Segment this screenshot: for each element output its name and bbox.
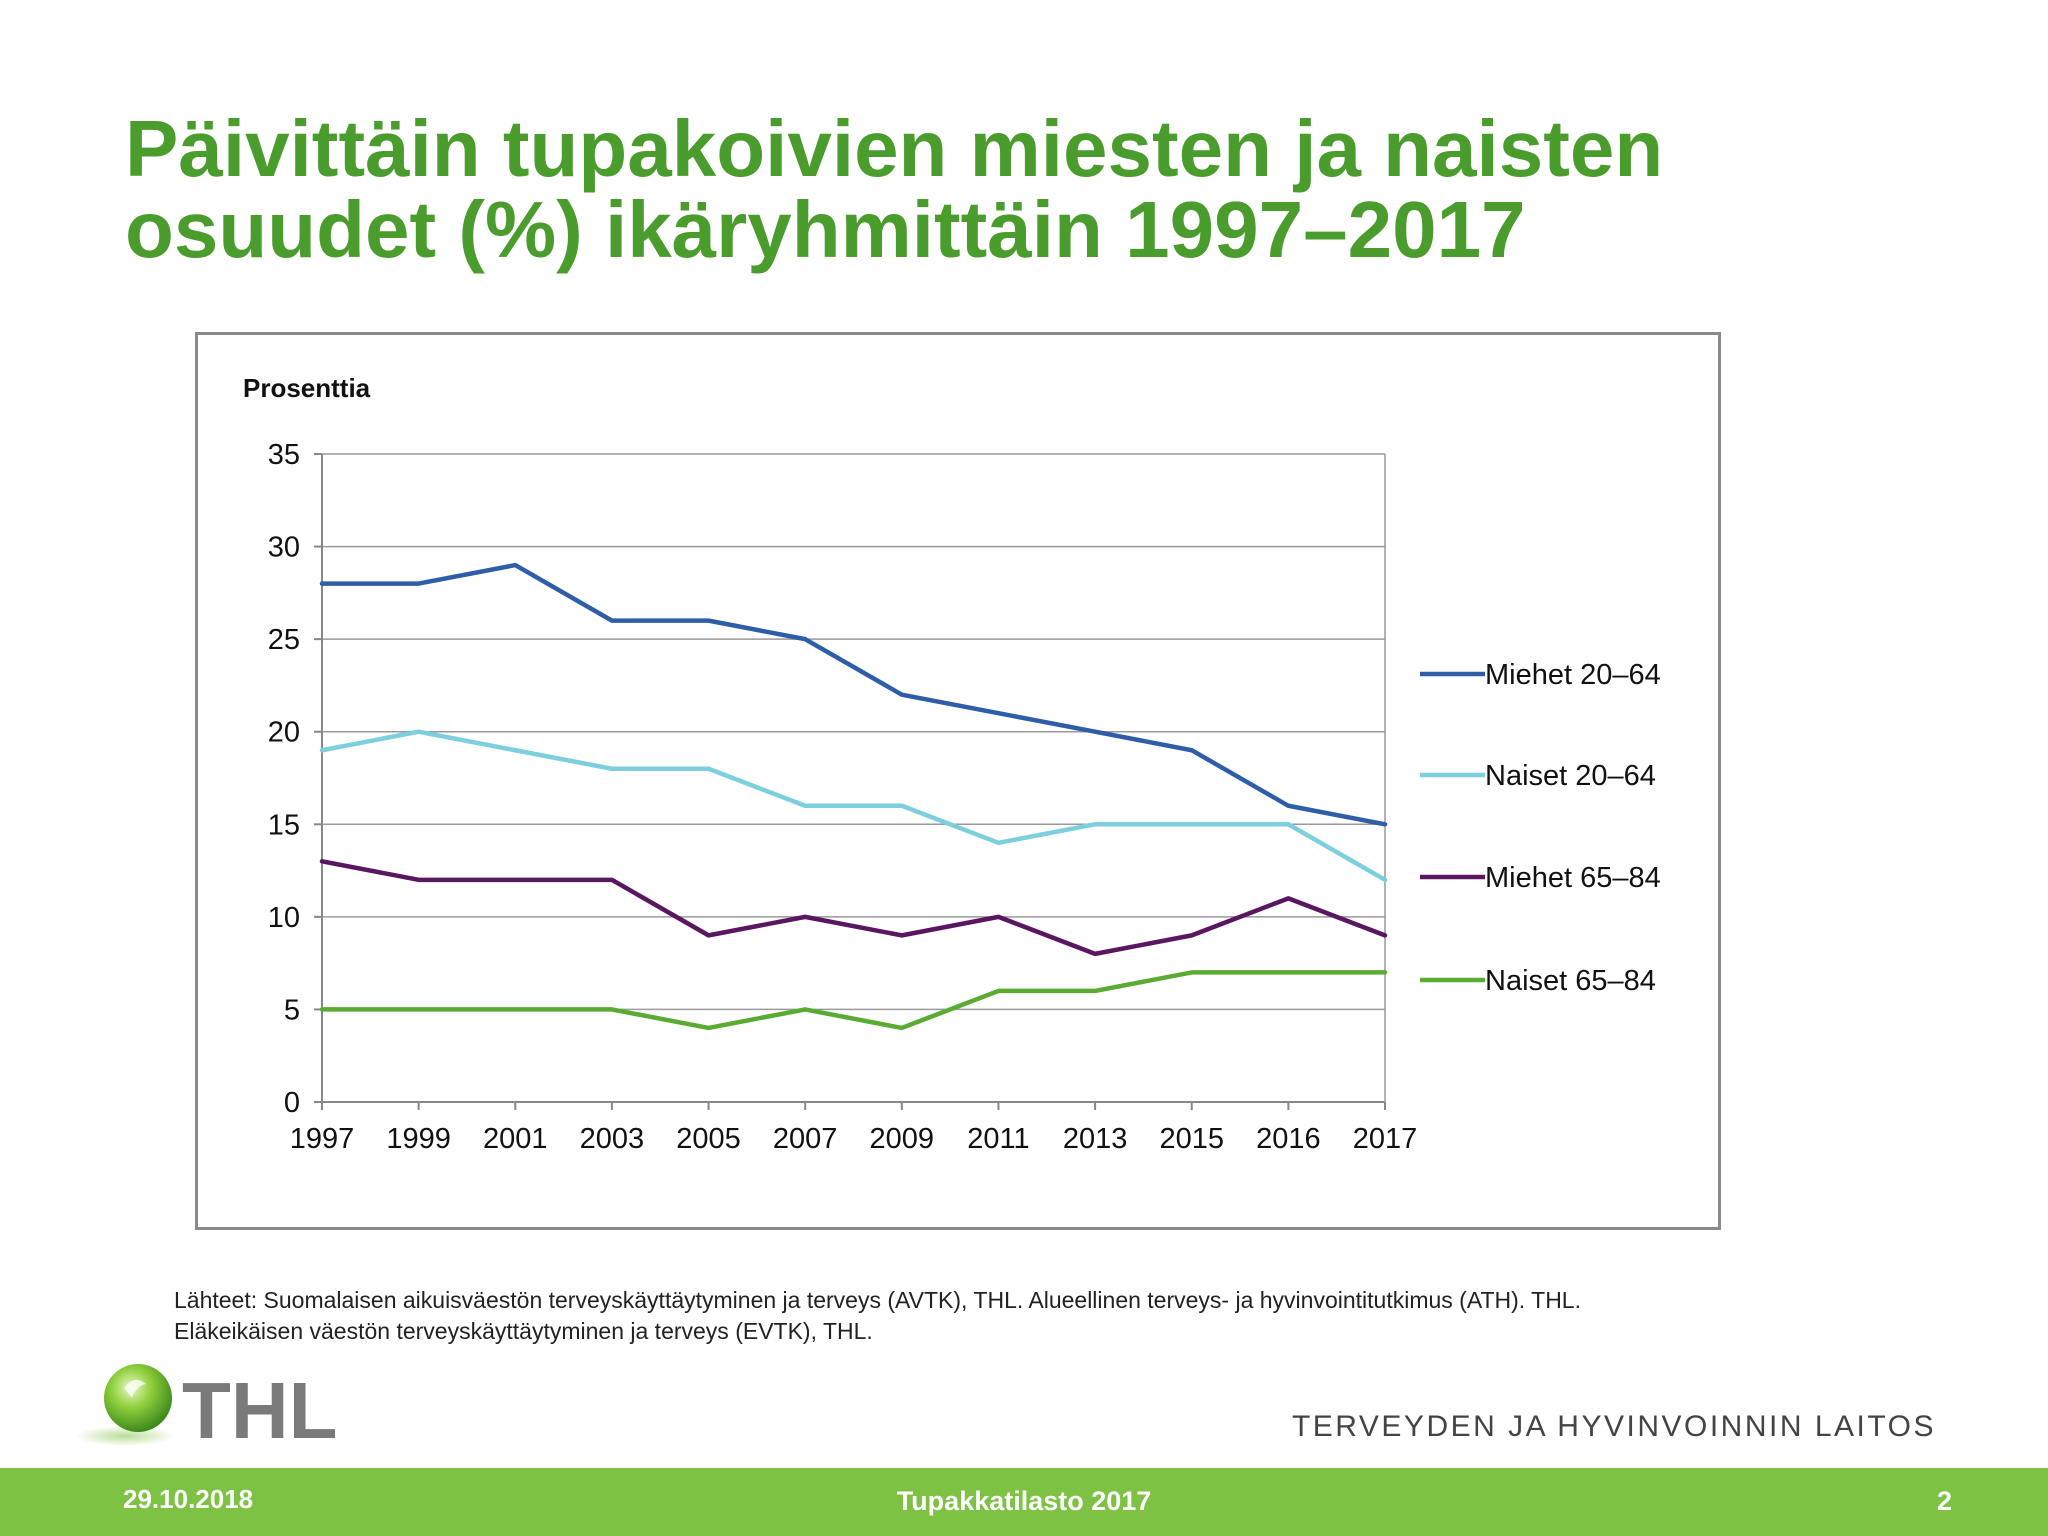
sources-line-1: Lähteet: Suomalaisen aikuisväestön terve… — [174, 1287, 1581, 1313]
slide-title: Päivittäin tupakoivien miesten ja naiste… — [125, 108, 1925, 270]
x-tick-label: 1997 — [290, 1123, 355, 1155]
series-line-2 — [319, 729, 1388, 883]
y-tick-label: 5 — [284, 994, 300, 1026]
logo-orb — [104, 1364, 172, 1432]
org-name: TERVEYDEN JA HYVINVOINNIN LAITOS — [1291, 1410, 1936, 1443]
x-tick-label: 2016 — [1256, 1123, 1321, 1155]
title-line-2: osuudet (%) ikäryhmittäin 1997–2017 — [125, 185, 1526, 274]
y-tick-label: 20 — [268, 717, 300, 749]
x-tick-label: 2013 — [1063, 1123, 1128, 1155]
line-chart: Prosenttia 0 5 10 15 20 25 30 35 1997 1999 2001 2003… — [243, 373, 1661, 1155]
chart-frame — [195, 332, 1721, 1230]
y-tick-label: 30 — [268, 532, 300, 564]
series-line-1 — [319, 562, 1388, 827]
thl-logo: THL — [75, 1364, 338, 1448]
x-tick-label: 2015 — [1159, 1123, 1224, 1155]
legend-label-4: Naiset 65–84 — [1485, 965, 1656, 997]
page-number: 2 — [1936, 1486, 1952, 1516]
y-tick-label: 10 — [268, 902, 300, 934]
y-tick-label: 25 — [268, 624, 300, 656]
series-line-4 — [319, 970, 1388, 1031]
series-line-3 — [319, 859, 1388, 957]
sources-line-2: Eläkeikäisen väestön terveyskäyttäytymin… — [174, 1318, 873, 1344]
x-tick-label: 2011 — [967, 1123, 1029, 1155]
legend-label-1: Miehet 20–64 — [1485, 659, 1661, 691]
x-tick-label: 2007 — [773, 1123, 838, 1155]
y-tick-label: 35 — [268, 439, 300, 471]
x-tick-label: 2005 — [676, 1123, 741, 1155]
x-tick-label: 2003 — [580, 1123, 645, 1155]
x-tick-label: 1999 — [386, 1123, 451, 1155]
sources-note: Lähteet: Suomalaisen aikuisväestön terve… — [174, 1285, 1974, 1347]
y-tick-label: 0 — [284, 1087, 300, 1119]
logo-text: THL — [182, 1366, 338, 1448]
y-axis-label: Prosenttia — [243, 373, 371, 403]
footer-bar: 29.10.2018 Tupakkatilasto 2017 2 — [0, 1468, 2048, 1536]
x-tick-label: 2017 — [1353, 1123, 1418, 1155]
footer-date: 29.10.2018 — [123, 1484, 254, 1514]
legend-label-3: Miehet 65–84 — [1485, 862, 1661, 894]
legend-label-2: Naiset 20–64 — [1485, 760, 1656, 792]
x-tick-label: 2001 — [483, 1123, 548, 1155]
logo-orb-shadow — [75, 1426, 175, 1446]
title-line-1: Päivittäin tupakoivien miesten ja naiste… — [125, 104, 1664, 193]
y-tick-label: 15 — [268, 809, 300, 841]
x-tick-label: 2009 — [870, 1123, 935, 1155]
footer-title: Tupakkatilasto 2017 — [896, 1486, 1152, 1516]
